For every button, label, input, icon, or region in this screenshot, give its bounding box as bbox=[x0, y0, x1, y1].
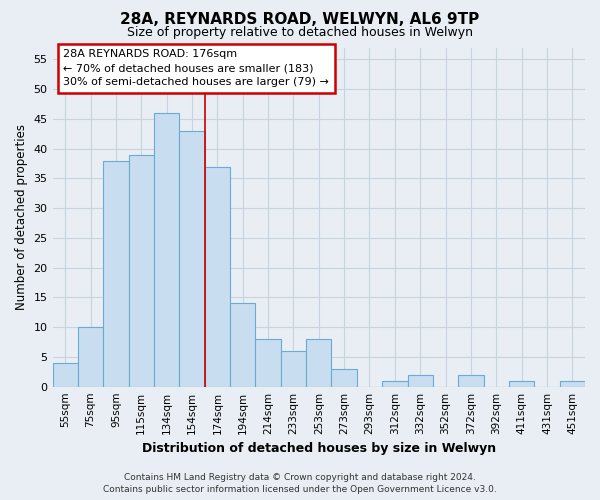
Bar bbox=[205, 166, 230, 386]
Bar bbox=[78, 327, 103, 386]
Bar bbox=[53, 363, 78, 386]
X-axis label: Distribution of detached houses by size in Welwyn: Distribution of detached houses by size … bbox=[142, 442, 496, 455]
Text: 28A, REYNARDS ROAD, WELWYN, AL6 9TP: 28A, REYNARDS ROAD, WELWYN, AL6 9TP bbox=[121, 12, 479, 28]
Text: Contains HM Land Registry data © Crown copyright and database right 2024.
Contai: Contains HM Land Registry data © Crown c… bbox=[103, 472, 497, 494]
Bar bbox=[103, 160, 128, 386]
Text: Size of property relative to detached houses in Welwyn: Size of property relative to detached ho… bbox=[127, 26, 473, 39]
Bar bbox=[306, 339, 331, 386]
Bar bbox=[560, 380, 585, 386]
Text: 28A REYNARDS ROAD: 176sqm
← 70% of detached houses are smaller (183)
30% of semi: 28A REYNARDS ROAD: 176sqm ← 70% of detac… bbox=[63, 49, 329, 87]
Bar bbox=[407, 375, 433, 386]
Bar bbox=[331, 369, 357, 386]
Bar bbox=[382, 380, 407, 386]
Bar bbox=[458, 375, 484, 386]
Bar bbox=[230, 304, 256, 386]
Y-axis label: Number of detached properties: Number of detached properties bbox=[15, 124, 28, 310]
Bar bbox=[509, 380, 534, 386]
Bar bbox=[179, 131, 205, 386]
Bar bbox=[256, 339, 281, 386]
Bar bbox=[281, 351, 306, 386]
Bar bbox=[128, 154, 154, 386]
Bar bbox=[154, 113, 179, 386]
